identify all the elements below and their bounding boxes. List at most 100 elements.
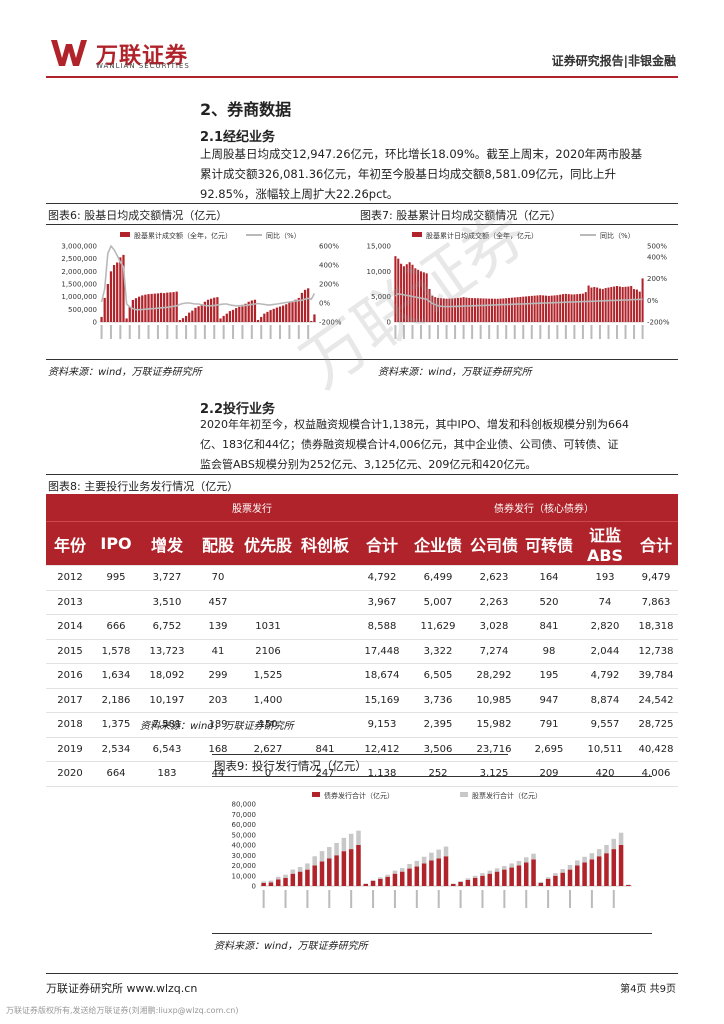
left-axis-tick: 500,000 [68, 306, 97, 314]
bar [559, 294, 562, 322]
table-cell: 2019 [46, 737, 94, 762]
table-cell: 995 [94, 565, 138, 591]
bar [635, 289, 638, 322]
equity-bar [421, 856, 427, 864]
bond-bar [407, 868, 412, 886]
table-cell: 15,982 [466, 712, 522, 738]
bar [516, 297, 519, 322]
bond-bar [334, 855, 339, 886]
bar [471, 298, 474, 322]
equity-bar [356, 830, 361, 845]
table-cell: 2017 [46, 688, 94, 713]
equity-bar [378, 877, 383, 879]
x-axis-tick-mark [138, 325, 141, 339]
brokerage-paragraph: 上周股基日均成交12,947.26亿元，环比增长18.09%。截至上周末，202… [200, 144, 680, 204]
bar [542, 295, 545, 322]
bond-bar [472, 877, 478, 886]
bar [462, 297, 465, 322]
figure7-chart: 0 5,000 10,000 15,000 -200% 0% 200% 400% 500% 股基… [367, 231, 670, 339]
bond-bar [421, 863, 427, 886]
bar [601, 289, 604, 322]
table-cell: 139 [196, 614, 240, 640]
bar [525, 296, 528, 322]
equity-bar [297, 867, 303, 872]
bar [459, 297, 462, 322]
bar [144, 294, 147, 322]
bar [297, 297, 300, 322]
y-axis-tick: 20,000 [232, 862, 257, 870]
table-cell: 1,578 [94, 639, 138, 664]
table-cell: 1,634 [94, 663, 138, 689]
figure9-legend-equity-swatch [460, 792, 468, 797]
equity-bar [312, 856, 317, 866]
bond-bar [443, 856, 449, 886]
x-axis-tick-mark [241, 325, 244, 339]
equity-bar [261, 881, 266, 883]
bond-bar [297, 871, 303, 886]
equity-bar [589, 853, 595, 860]
figure7-source: 资料来源：wind，万联证券研究所 [378, 367, 532, 378]
x-axis-tick-mark [306, 890, 309, 908]
bar [422, 272, 425, 322]
bar [181, 318, 185, 322]
bond-bar [312, 865, 317, 886]
bar [604, 288, 607, 322]
bar [112, 265, 116, 322]
column-header: 合计 [354, 521, 410, 566]
x-axis-tick-mark [581, 325, 584, 339]
column-header: 可转债 [522, 521, 576, 566]
x-axis-tick-mark [462, 325, 465, 339]
x-axis-tick-mark [288, 325, 291, 339]
bar [425, 273, 428, 322]
equity-bar [283, 874, 288, 878]
equity-bar [560, 869, 565, 873]
table-cell: 299 [196, 663, 240, 689]
table-cell [296, 712, 354, 738]
column-header: 公司债 [466, 521, 522, 566]
x-axis-tick-mark [547, 890, 550, 908]
figure9-legend-bond: 债券发行合计（亿元） [324, 791, 394, 800]
bond-bar [392, 873, 398, 886]
bond-bar [305, 869, 310, 886]
table-cell: 41 [196, 639, 240, 664]
bar [178, 319, 181, 322]
x-axis-tick-mark [222, 325, 225, 339]
bar [131, 299, 134, 322]
equity-bar [436, 849, 441, 859]
bar [638, 291, 641, 322]
x-axis-tick-mark [402, 325, 405, 339]
bond-bar [502, 869, 507, 886]
bar [100, 316, 103, 322]
x-axis-tick-mark [100, 325, 103, 339]
table-cell: 2106 [240, 639, 296, 664]
bar [508, 297, 511, 322]
figure7-legend-bar-swatch [412, 232, 422, 237]
table-cell: 209 [522, 761, 576, 787]
table-cell: 2,395 [410, 712, 466, 738]
bar [607, 287, 610, 322]
table-cell: 12,738 [634, 639, 678, 664]
bar [294, 299, 297, 322]
bar [244, 303, 247, 322]
figure6-title: 图表6: 股基日均成交额情况（亿元） [48, 209, 228, 222]
bar [587, 285, 590, 322]
x-axis-tick-mark [503, 890, 506, 908]
bar [576, 294, 579, 322]
copyright-note: 万联证券版权所有,发送给万联证券(刘湘鹏:liuxp@wlzq.com.cn) [6, 1006, 239, 1015]
bar [465, 297, 468, 322]
column-header: 优先股 [240, 521, 296, 566]
bond-bar [348, 849, 354, 886]
x-axis-tick-mark [394, 325, 397, 339]
table-cell: 2015 [46, 639, 94, 664]
figure8-title: 图表8: 主要投行业务发行情况（亿元） [48, 480, 239, 493]
bar [250, 300, 253, 322]
bar [414, 268, 417, 322]
bar [263, 313, 266, 322]
bar [272, 308, 275, 322]
table-cell: 791 [522, 712, 576, 738]
equity-bar [305, 863, 310, 870]
x-axis-tick-mark [513, 325, 516, 339]
bar [188, 312, 191, 322]
bar [291, 300, 294, 322]
bond-bar [385, 876, 390, 886]
